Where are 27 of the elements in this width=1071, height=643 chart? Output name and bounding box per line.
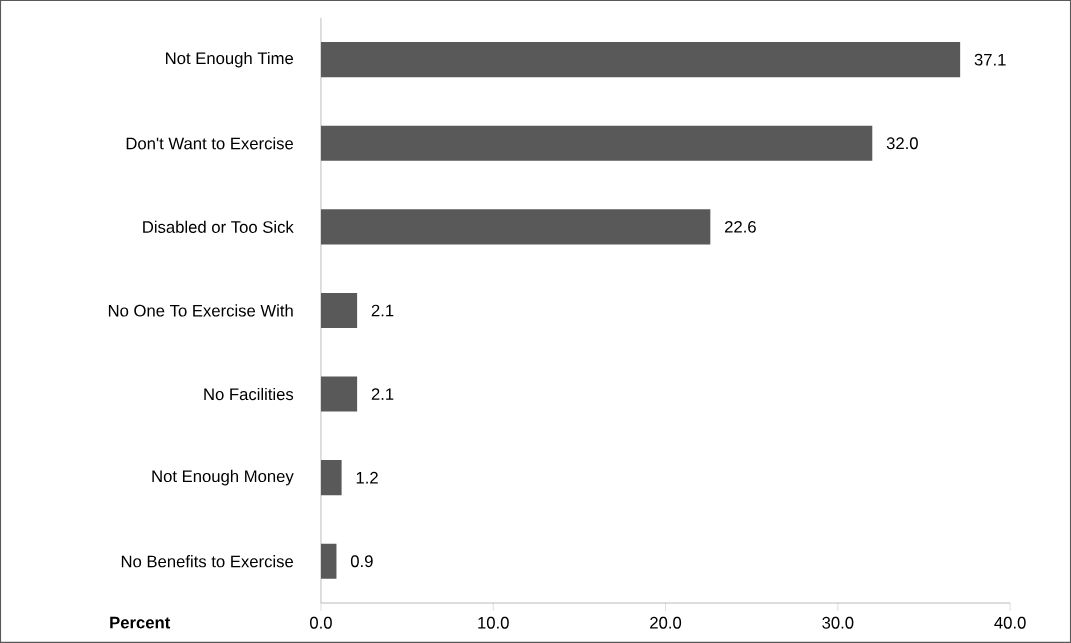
x-tick-label: 20.0 (650, 616, 682, 629)
bar (320, 42, 961, 78)
bar (320, 376, 358, 412)
y-tick-label: Disabled or Too Sick (143, 220, 294, 234)
y-tick-label: Not Enough Money (152, 469, 294, 486)
data-label: 2.1 (371, 388, 394, 400)
x-tick-label: 0.0 (310, 616, 332, 629)
x-tick-label: 40.0 (994, 616, 1026, 629)
x-tick-label: 10.0 (478, 616, 509, 629)
y-tick-label: Not Enough Time (166, 51, 294, 68)
y-tick-label: No One To Exercise With (108, 304, 293, 317)
bar (320, 543, 337, 579)
bar (320, 125, 873, 161)
data-label: 22.6 (724, 221, 756, 233)
x-tick-label: 30.0 (822, 616, 854, 629)
bar (320, 292, 358, 329)
bar (320, 460, 342, 496)
data-label: 0.9 (350, 555, 373, 568)
bar (320, 209, 711, 245)
data-label: 32.0 (886, 137, 918, 150)
y-tick-label: Don't Want to Exercise (126, 137, 294, 150)
data-label: 37.1 (974, 53, 1006, 66)
data-label: 2.1 (371, 304, 394, 317)
y-tick-label: No Facilities (204, 387, 294, 401)
y-tick-label: No Benefits to Exercise (121, 555, 294, 568)
data-label: 1.2 (356, 471, 378, 484)
x-axis-title: Percent (110, 616, 171, 629)
